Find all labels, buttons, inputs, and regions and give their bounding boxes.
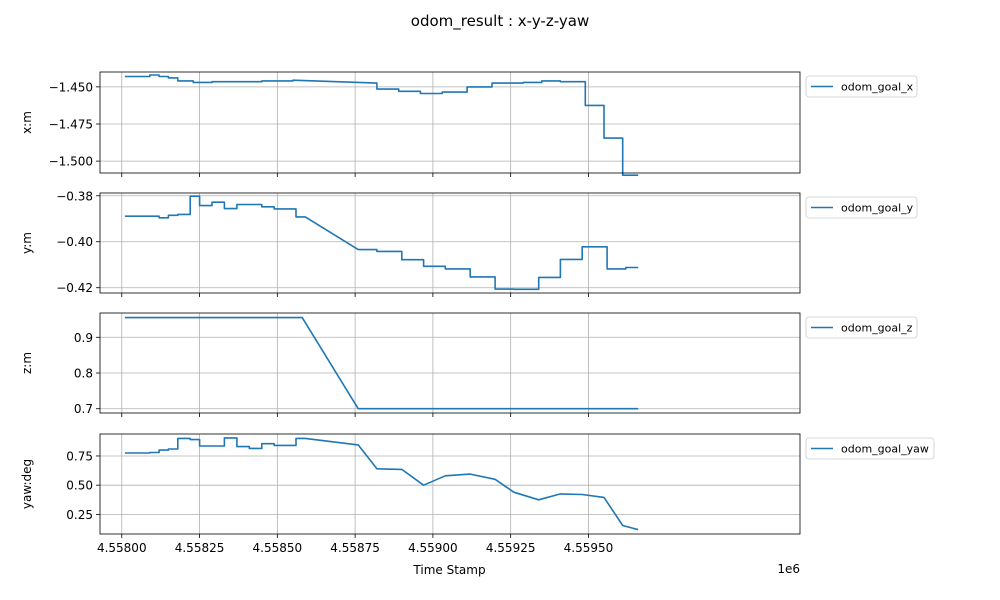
x-tick-label: 4.55850 <box>253 541 303 555</box>
y-tick-label: 0.25 <box>66 508 93 522</box>
x-tick-label: 4.55825 <box>175 541 225 555</box>
y-tick-label: −1.500 <box>49 155 93 169</box>
y-tick-label: 0.50 <box>66 479 93 493</box>
subplots: −1.450−1.475−1.500x:modom_goal_x−0.38−0.… <box>20 71 935 555</box>
legend-label: odom_goal_x <box>841 81 914 94</box>
legend-box <box>805 196 918 219</box>
y-axis-label: x:m <box>20 111 34 134</box>
x-tick-label: 4.55875 <box>330 541 380 555</box>
y-tick-label: −0.40 <box>56 235 93 249</box>
legend-box <box>805 316 918 339</box>
subplot-4: 4.55800 4.55825 4.55850 4.55875 4.55900 4.559… <box>20 433 935 555</box>
y-tick-label: 0.75 <box>66 449 93 463</box>
subplot-2: −0.38 −0.40 −0.42 y:m odom_goal_y <box>20 189 918 297</box>
axes-frame <box>99 433 801 535</box>
series-line-odom_goal_z <box>124 316 639 410</box>
legend-label: odom_goal_z <box>841 322 913 335</box>
y-tick-label: 0.8 <box>74 367 93 381</box>
y-axis-label: yaw:deg <box>20 459 34 509</box>
legend: odom_goal_z <box>805 316 918 339</box>
y-axis-label: y:m <box>20 232 34 254</box>
legend: odom_goal_y <box>805 196 918 219</box>
axes-frame <box>99 192 801 294</box>
y-axis-label: z:m <box>20 352 34 374</box>
legend-label: odom_goal_y <box>841 202 914 215</box>
x-tick-label: 4.55900 <box>408 541 458 555</box>
legend: odom_goal_yaw <box>805 437 935 460</box>
x-axis-offset-text: 1e6 <box>777 562 800 576</box>
x-tick-label: 4.55950 <box>564 541 614 555</box>
subplot-1: −1.450 −1.475 −1.500 x:m odom_goal_x <box>20 71 918 177</box>
x-axis-label: Time Stamp <box>412 563 485 577</box>
legend: odom_goal_x <box>805 75 918 98</box>
y-tick-label: 0.9 <box>74 331 93 345</box>
y-tick-label: −1.475 <box>49 117 93 131</box>
x-tick-label: 4.55925 <box>486 541 536 555</box>
legend-box <box>805 437 935 460</box>
figure-title: odom_result : x-y-z-yaw <box>411 12 589 31</box>
series-line-odom_goal_x <box>124 74 639 176</box>
y-tick-label: −0.38 <box>56 189 93 203</box>
axes-frame <box>99 71 801 174</box>
x-tick-label: 4.55800 <box>97 541 147 555</box>
legend-box <box>805 75 918 98</box>
subplot-3: 0.9 0.8 0.7 z:m odom_goal_z <box>20 312 918 417</box>
y-tick-label: −1.450 <box>49 80 93 94</box>
series-line-odom_goal_y <box>124 195 639 291</box>
axes-frame <box>99 312 801 414</box>
series-line-odom_goal_yaw <box>124 437 639 531</box>
legend-label: odom_goal_yaw <box>841 443 929 456</box>
y-tick-label: −0.42 <box>56 281 93 295</box>
y-tick-label: 0.7 <box>74 402 93 416</box>
